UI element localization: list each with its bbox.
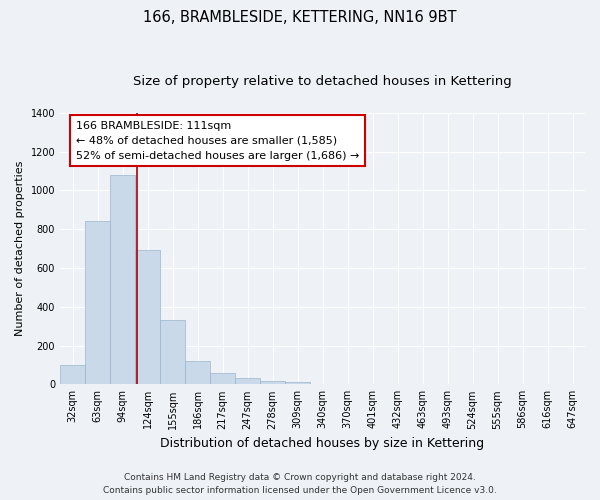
Text: 166 BRAMBLESIDE: 111sqm
← 48% of detached houses are smaller (1,585)
52% of semi: 166 BRAMBLESIDE: 111sqm ← 48% of detache… xyxy=(76,121,359,160)
Title: Size of property relative to detached houses in Kettering: Size of property relative to detached ho… xyxy=(133,75,512,88)
Bar xyxy=(260,382,284,384)
Bar xyxy=(136,250,160,384)
Bar xyxy=(185,361,209,384)
Bar xyxy=(110,175,134,384)
Text: 166, BRAMBLESIDE, KETTERING, NN16 9BT: 166, BRAMBLESIDE, KETTERING, NN16 9BT xyxy=(143,10,457,25)
Bar xyxy=(160,320,185,384)
Bar xyxy=(85,222,110,384)
Y-axis label: Number of detached properties: Number of detached properties xyxy=(15,161,25,336)
Text: Contains HM Land Registry data © Crown copyright and database right 2024.
Contai: Contains HM Land Registry data © Crown c… xyxy=(103,473,497,495)
X-axis label: Distribution of detached houses by size in Kettering: Distribution of detached houses by size … xyxy=(160,437,485,450)
Bar xyxy=(61,365,85,384)
Bar xyxy=(286,382,310,384)
Bar xyxy=(235,378,260,384)
Bar xyxy=(211,372,235,384)
